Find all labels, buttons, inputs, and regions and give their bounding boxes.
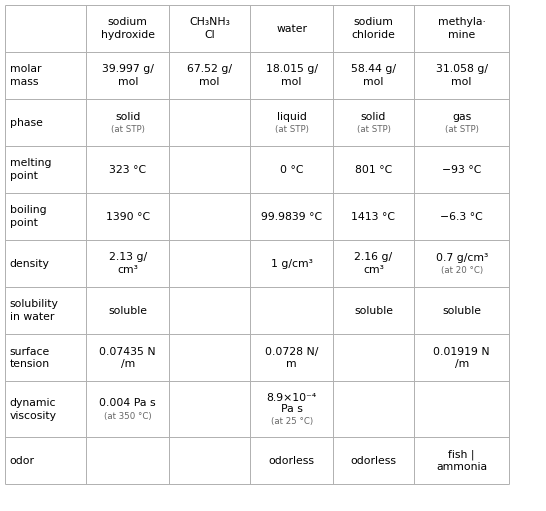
Text: −6.3 °C: −6.3 °C — [440, 212, 483, 222]
Text: (at STP): (at STP) — [357, 125, 390, 134]
Text: (at 25 °C): (at 25 °C) — [270, 417, 313, 426]
Text: 0.7 g/cm³: 0.7 g/cm³ — [436, 253, 488, 263]
Text: fish |
ammonia: fish | ammonia — [436, 450, 487, 472]
Text: 2.13 g/
cm³: 2.13 g/ cm³ — [109, 252, 147, 275]
Text: 2.16 g/
cm³: 2.16 g/ cm³ — [354, 252, 393, 275]
Text: 1390 °C: 1390 °C — [106, 212, 150, 222]
Text: phase: phase — [10, 118, 43, 128]
Text: solid: solid — [361, 112, 386, 122]
Text: soluble: soluble — [442, 306, 481, 316]
Text: 0 °C: 0 °C — [280, 165, 304, 175]
Text: methyla·
mine: methyla· mine — [438, 17, 485, 40]
Text: sodium
chloride: sodium chloride — [352, 17, 395, 40]
Text: −93 °C: −93 °C — [442, 165, 482, 175]
Text: water: water — [276, 24, 307, 34]
Text: (at STP): (at STP) — [444, 125, 479, 134]
Text: solid: solid — [115, 112, 140, 122]
Text: 1413 °C: 1413 °C — [352, 212, 395, 222]
Text: 0.07435 N
/m: 0.07435 N /m — [99, 346, 156, 369]
Text: Pa s: Pa s — [281, 404, 302, 414]
Text: 1 g/cm³: 1 g/cm³ — [271, 259, 312, 269]
Text: 323 °C: 323 °C — [109, 165, 146, 175]
Text: gas: gas — [452, 112, 471, 122]
Text: melting
point: melting point — [10, 158, 51, 181]
Text: 801 °C: 801 °C — [355, 165, 392, 175]
Text: boiling
point: boiling point — [10, 205, 46, 228]
Text: 18.015 g/
mol: 18.015 g/ mol — [265, 64, 318, 87]
Text: soluble: soluble — [108, 306, 147, 316]
Text: 67.52 g/
mol: 67.52 g/ mol — [187, 64, 232, 87]
Text: (at STP): (at STP) — [111, 125, 145, 134]
Text: CH₃NH₃
Cl: CH₃NH₃ Cl — [189, 17, 230, 40]
Text: density: density — [10, 259, 50, 269]
Text: dynamic
viscosity: dynamic viscosity — [10, 398, 57, 421]
Text: 58.44 g/
mol: 58.44 g/ mol — [351, 64, 396, 87]
Text: 31.058 g/
mol: 31.058 g/ mol — [436, 64, 488, 87]
Text: odorless: odorless — [351, 456, 396, 466]
Text: liquid: liquid — [277, 112, 306, 122]
Text: molar
mass: molar mass — [10, 64, 41, 87]
Text: (at 350 °C): (at 350 °C) — [104, 412, 152, 421]
Text: surface
tension: surface tension — [10, 346, 50, 369]
Text: 39.997 g/
mol: 39.997 g/ mol — [102, 64, 154, 87]
Text: soluble: soluble — [354, 306, 393, 316]
Text: odor: odor — [10, 456, 35, 466]
Text: sodium
hydroxide: sodium hydroxide — [101, 17, 155, 40]
Text: 0.0728 N/
m: 0.0728 N/ m — [265, 346, 318, 369]
Text: 0.004 Pa s: 0.004 Pa s — [99, 399, 156, 408]
Text: (at 20 °C): (at 20 °C) — [441, 266, 483, 275]
Text: (at STP): (at STP) — [275, 125, 308, 134]
Text: solubility
in water: solubility in water — [10, 299, 59, 322]
Text: odorless: odorless — [269, 456, 314, 466]
Text: 0.01919 N
/m: 0.01919 N /m — [434, 346, 490, 369]
Text: 8.9×10⁻⁴: 8.9×10⁻⁴ — [266, 393, 317, 403]
Text: 99.9839 °C: 99.9839 °C — [261, 212, 322, 222]
